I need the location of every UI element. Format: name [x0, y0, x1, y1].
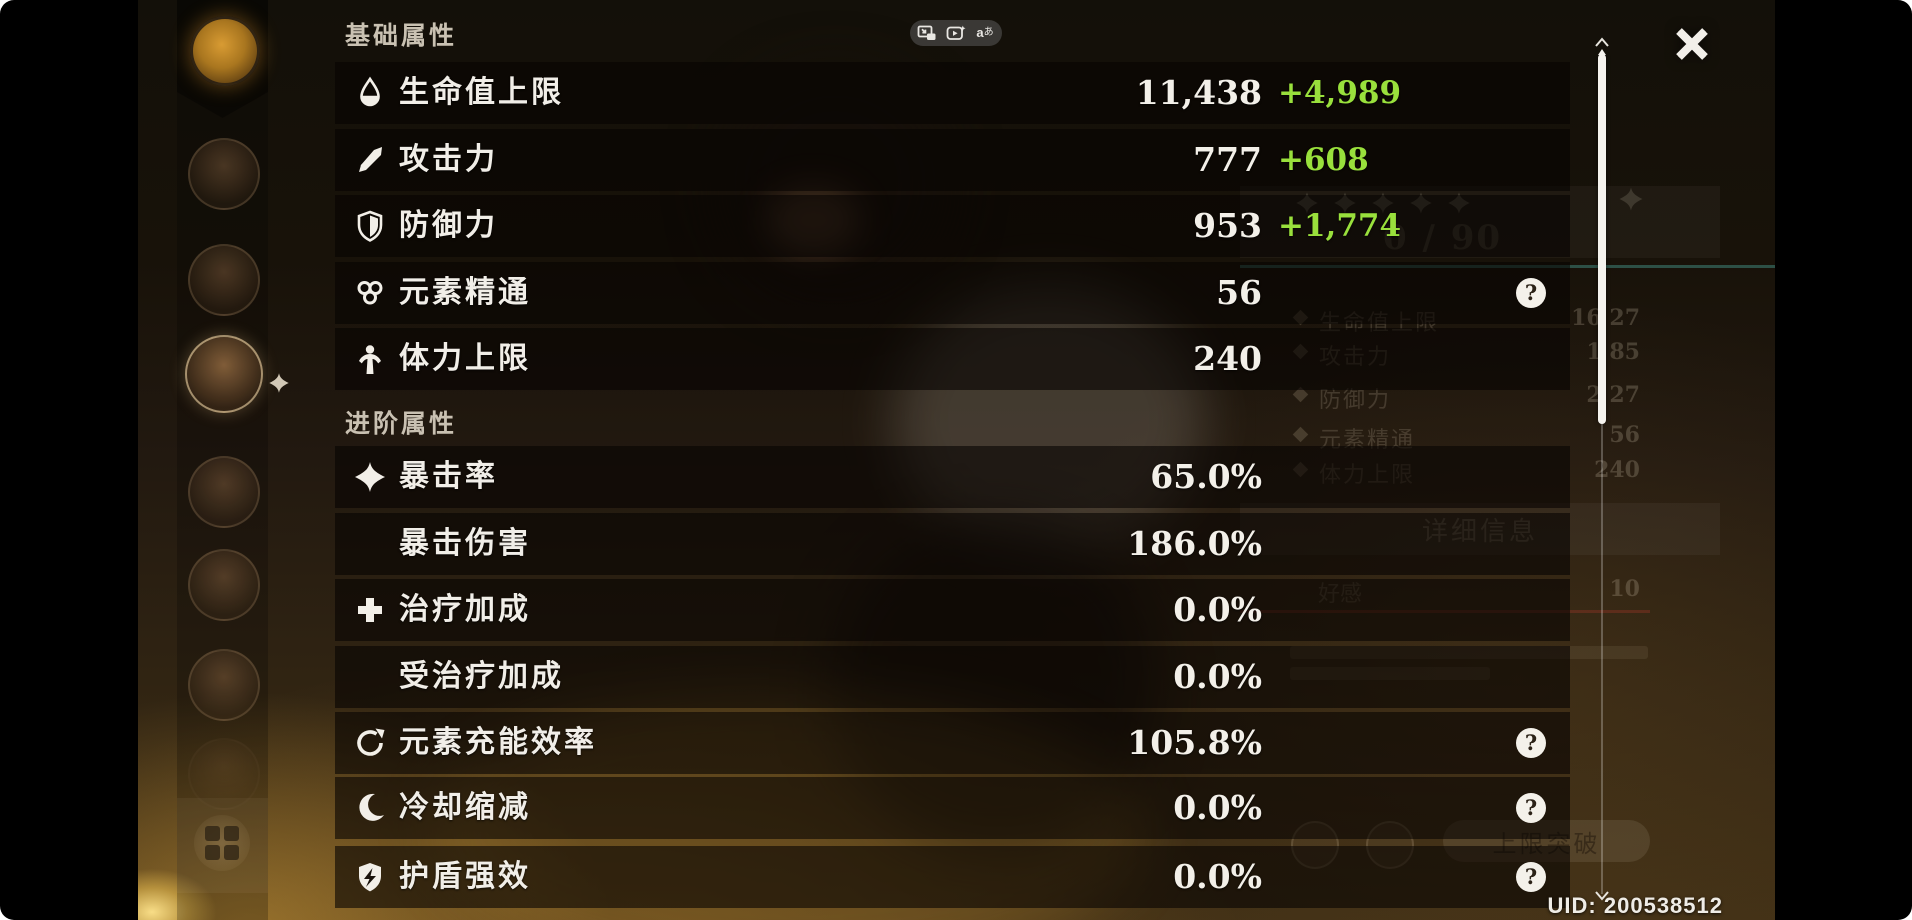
energy-recharge-icon [353, 726, 387, 760]
shield-strength-icon [353, 860, 387, 894]
elemental-mastery-icon [353, 276, 387, 310]
stat-row-crit-rate: 暴击率 65.0% [335, 446, 1570, 508]
stat-bonus: +4,989 [1278, 75, 1402, 111]
stat-value: 0.0% [1173, 590, 1262, 629]
friendship-value: 10 [1609, 576, 1640, 602]
selected-sparkle-icon [269, 373, 289, 393]
stat-row-energy-recharge: 元素充能效率 105.8% ? [335, 712, 1570, 774]
stat-label: 护盾强效 [399, 860, 531, 893]
stat-value: 953 [1193, 206, 1262, 245]
navigation-emblem-icon [190, 16, 260, 86]
defense-icon [353, 209, 387, 243]
cooldown-icon [353, 791, 387, 825]
stat-row-attack: 攻击力 777 +608 [335, 129, 1570, 191]
stat-row-defense: 防御力 953 +1,774 [335, 195, 1570, 257]
bg-stat-value: 56 [1609, 422, 1640, 448]
hp-icon [353, 76, 387, 110]
translate-kana: あ [983, 27, 994, 38]
stat-row-elemental-mastery: 元素精通 56 ? [335, 262, 1570, 324]
stat-bonus: +1,774 [1278, 208, 1402, 244]
section-advanced-title: 进阶属性 [345, 410, 458, 438]
party-avatar [188, 649, 260, 721]
stat-label: 受治疗加成 [399, 660, 564, 693]
picture-in-picture-icon[interactable] [917, 23, 937, 43]
help-icon[interactable]: ? [1516, 862, 1546, 892]
stat-label: 防御力 [399, 209, 498, 242]
game-frame: 0 / 90 生命值上限 16 27 攻击力 1 85 防御力 2 27 元素精… [138, 0, 1775, 920]
party-avatar [188, 244, 260, 316]
stat-value: 65.0% [1150, 457, 1262, 496]
help-icon[interactable]: ? [1516, 278, 1546, 308]
grid-icon [205, 826, 239, 860]
stat-value: 0.0% [1173, 657, 1262, 696]
scrollbar-down-icon[interactable] [1594, 890, 1610, 902]
party-avatar-selected [185, 335, 263, 413]
stat-value: 0.0% [1173, 788, 1262, 827]
bg-stat-value: 2 27 [1586, 382, 1640, 408]
stat-label: 元素精通 [399, 276, 531, 309]
scrollbar-up-icon[interactable] [1594, 36, 1610, 48]
translate-latin: a [976, 25, 984, 40]
party-avatar [188, 549, 260, 621]
close-icon[interactable] [1672, 24, 1712, 64]
stat-value: 56 [1216, 273, 1262, 312]
element-sparkle-icon [1619, 187, 1643, 211]
stat-row-stamina: 体力上限 240 [335, 328, 1570, 390]
stat-label: 治疗加成 [399, 593, 531, 626]
bg-stat-row: 防御力 2 27 [1292, 382, 1640, 412]
stat-row-healing-bonus: 治疗加成 0.0% [335, 579, 1570, 641]
attack-icon [353, 143, 387, 177]
scrollbar-track [1601, 52, 1603, 894]
crit-rate-icon [353, 460, 387, 494]
help-icon[interactable]: ? [1516, 793, 1546, 823]
bg-stat-value: 240 [1594, 457, 1640, 483]
stat-value: 105.8% [1127, 723, 1262, 762]
stamina-icon [353, 342, 387, 376]
stat-label: 生命值上限 [399, 76, 564, 109]
uid-label: UID: 200538512 [1547, 893, 1723, 918]
stat-label: 元素充能效率 [399, 726, 597, 759]
stat-bonus: +608 [1278, 142, 1369, 178]
bg-stat-label: 防御力 [1319, 387, 1392, 412]
party-avatar [188, 456, 260, 528]
help-icon[interactable]: ? [1516, 728, 1546, 758]
party-avatar [188, 738, 260, 810]
stat-label: 冷却缩减 [399, 791, 531, 824]
stat-value: 186.0% [1127, 524, 1262, 563]
stat-label: 暴击伤害 [399, 527, 531, 560]
bg-stat-value: 1 85 [1586, 339, 1640, 365]
stat-row-shield-strength: 护盾强效 0.0% ? [335, 846, 1570, 908]
section-basic-title: 基础属性 [345, 22, 458, 50]
attributes-panel: 基础属性 生命值上限 11,438 +4,989 攻击力 777 +608 防御… [335, 0, 1570, 920]
party-avatar [188, 138, 260, 210]
party-menu-grid-button [194, 815, 250, 871]
stat-row-crit-dmg: 暴击伤害 186.0% [335, 513, 1570, 575]
healing-bonus-icon [353, 593, 387, 627]
stat-row-hp: 生命值上限 11,438 +4,989 [335, 62, 1570, 124]
stat-value: 240 [1193, 339, 1262, 378]
stat-row-cooldown-reduction: 冷却缩减 0.0% ? [335, 777, 1570, 839]
stat-label: 暴击率 [399, 460, 498, 493]
video-popup-icon[interactable] [946, 23, 966, 43]
scrollbar-thumb[interactable] [1598, 49, 1606, 424]
stat-label: 体力上限 [399, 342, 531, 375]
stat-label: 攻击力 [399, 143, 498, 176]
stat-value: 777 [1193, 140, 1262, 179]
stat-row-incoming-healing: 受治疗加成 0.0% [335, 646, 1570, 708]
sidebar-glow [177, 798, 268, 893]
stat-value: 0.0% [1173, 857, 1262, 896]
stat-value: 11,438 [1135, 73, 1262, 112]
